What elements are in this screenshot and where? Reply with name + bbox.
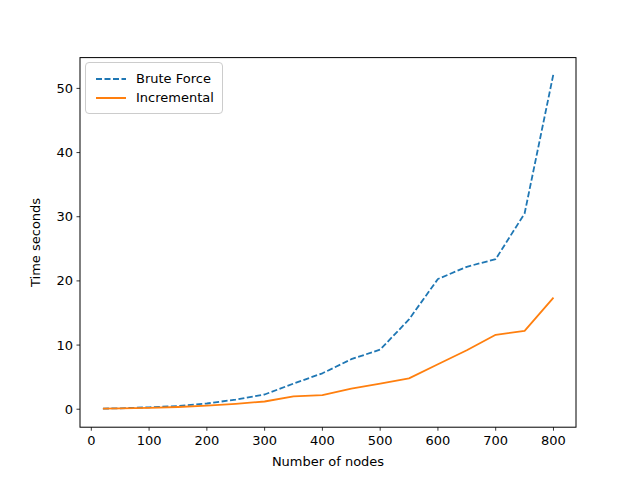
y-tick-label: 30 — [56, 209, 73, 224]
y-tick-label: 10 — [56, 338, 73, 353]
legend: Brute Force Incremental — [85, 62, 223, 114]
legend-label-brute-force: Brute Force — [136, 69, 211, 88]
series-line-incremental — [103, 298, 554, 409]
figure: 0 100 200 300 400 500 600 700 800 0 10 20 30 40 50 Num… — [0, 0, 640, 480]
x-tick-label: 100 — [137, 433, 162, 448]
series-line-brute-force — [103, 74, 554, 409]
x-tick-label: 400 — [310, 433, 335, 448]
x-tick-label: 0 — [87, 433, 95, 448]
y-axis-label: Time seconds — [28, 198, 43, 288]
x-tick-label: 800 — [541, 433, 566, 448]
y-tick-label: 50 — [56, 81, 73, 96]
legend-label-incremental: Incremental — [136, 88, 214, 107]
x-tick-label: 500 — [368, 433, 393, 448]
y-tick-label: 0 — [65, 402, 73, 417]
y-tick-label: 20 — [56, 273, 73, 288]
brute-force-dashed-line-icon — [95, 76, 127, 82]
x-axis-label: Number of nodes — [272, 454, 384, 469]
x-tick-label: 300 — [252, 433, 277, 448]
plot-lines — [103, 74, 554, 409]
y-tick-label: 40 — [56, 145, 73, 160]
legend-item-incremental: Incremental — [95, 88, 214, 107]
x-tick-label: 200 — [194, 433, 219, 448]
x-tick-label: 600 — [426, 433, 451, 448]
x-tick-label: 700 — [483, 433, 508, 448]
axis-ticks: 0 100 200 300 400 500 600 700 800 0 10 20 30 40 50 — [56, 81, 565, 448]
incremental-solid-line-icon — [95, 95, 127, 101]
legend-item-brute-force: Brute Force — [95, 69, 214, 88]
